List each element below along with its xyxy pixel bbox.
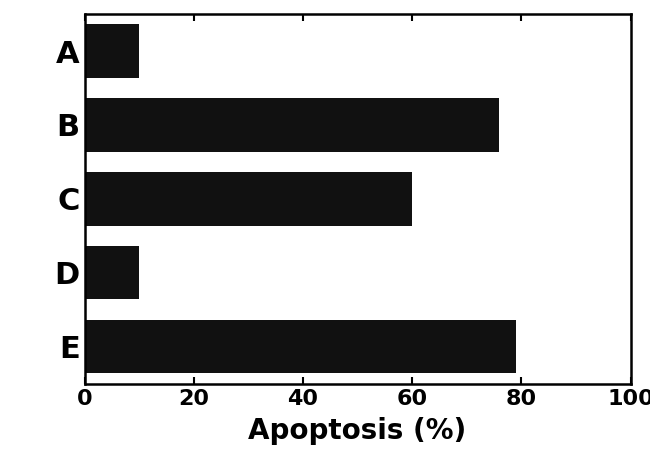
X-axis label: Apoptosis (%): Apoptosis (%) [248,417,467,445]
Bar [84,246,139,300]
Bar [84,98,499,152]
Bar [84,24,139,78]
Bar [84,320,516,373]
Bar [84,172,412,226]
